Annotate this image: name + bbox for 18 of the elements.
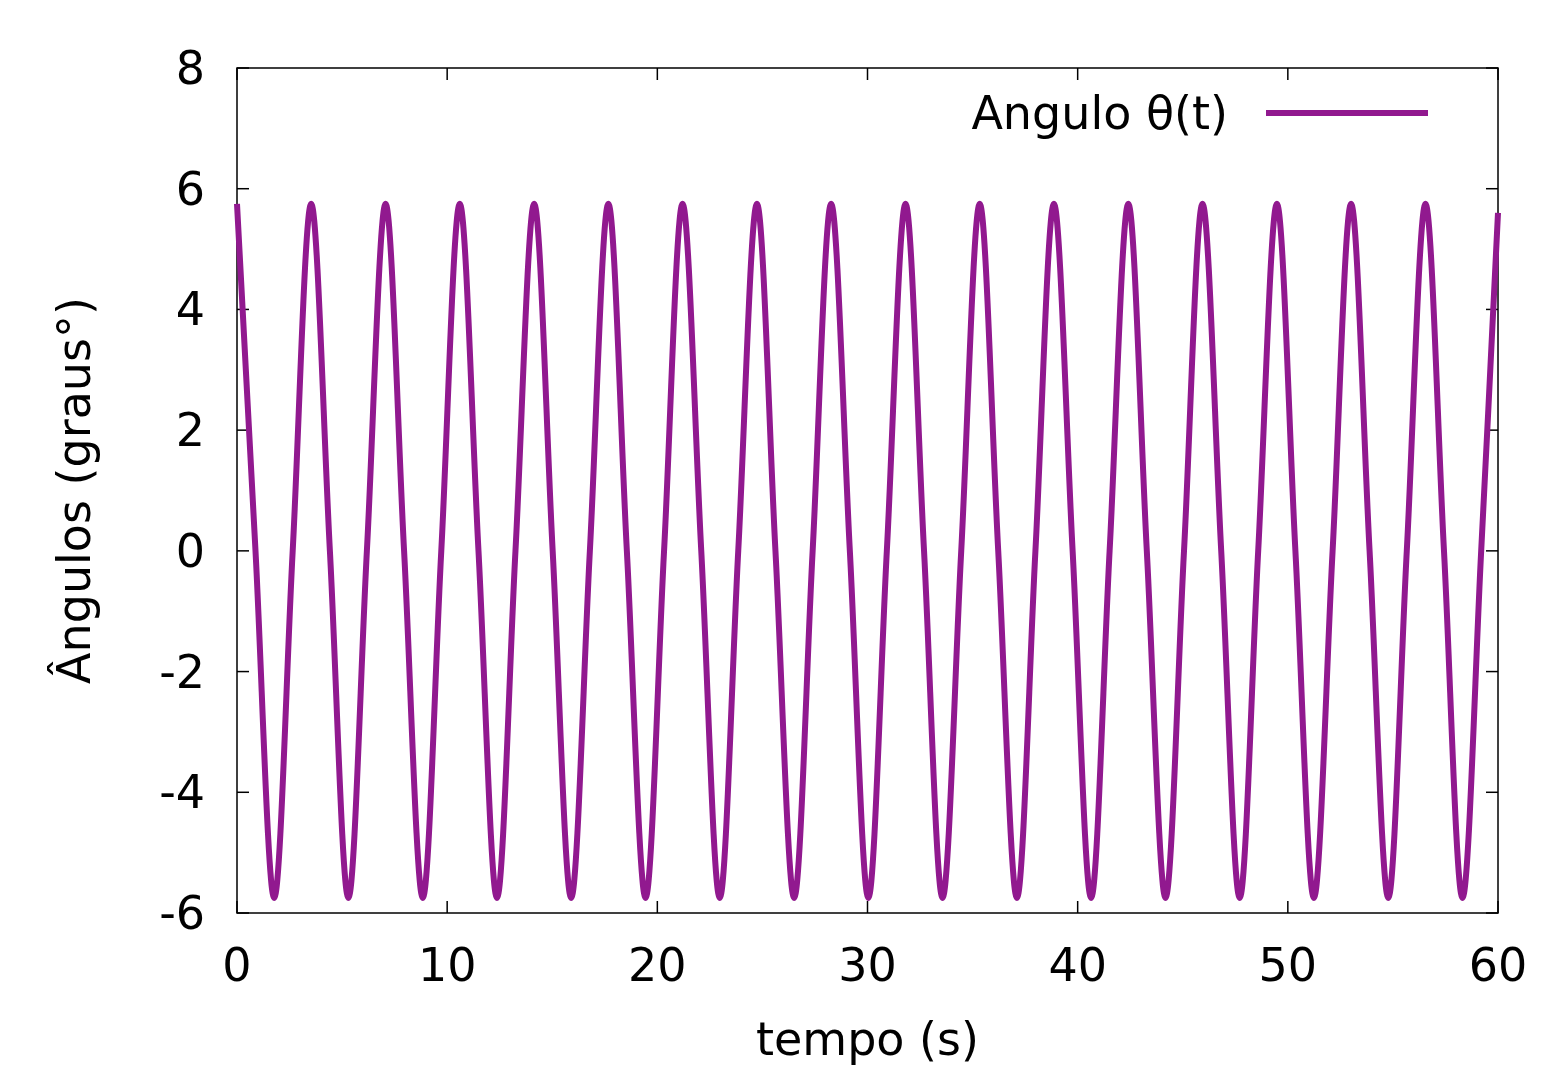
y-tick-label: 0 <box>175 523 205 578</box>
x-axis-title: tempo (s) <box>756 1012 979 1066</box>
y-tick-label: -6 <box>159 886 205 940</box>
x-tick-label: 10 <box>417 938 477 992</box>
x-tick-label: 0 <box>222 938 252 992</box>
y-axis-title: Ângulos (graus°) <box>47 297 101 684</box>
x-tick-label: 60 <box>1468 938 1528 992</box>
x-tick-label: 50 <box>1258 938 1318 992</box>
y-tick-label: -4 <box>159 765 205 820</box>
y-tick-label: 4 <box>175 282 205 337</box>
y-tick-label: 6 <box>175 161 205 216</box>
legend-label: Angulo θ(t) <box>971 86 1228 140</box>
x-tick-label: 20 <box>628 938 687 992</box>
y-tick-label: -2 <box>159 644 205 699</box>
y-tick-label: 2 <box>175 403 205 458</box>
x-tick-label: 30 <box>838 938 897 992</box>
y-tick-label: 8 <box>175 41 205 95</box>
x-tick-label: 40 <box>1048 938 1107 992</box>
